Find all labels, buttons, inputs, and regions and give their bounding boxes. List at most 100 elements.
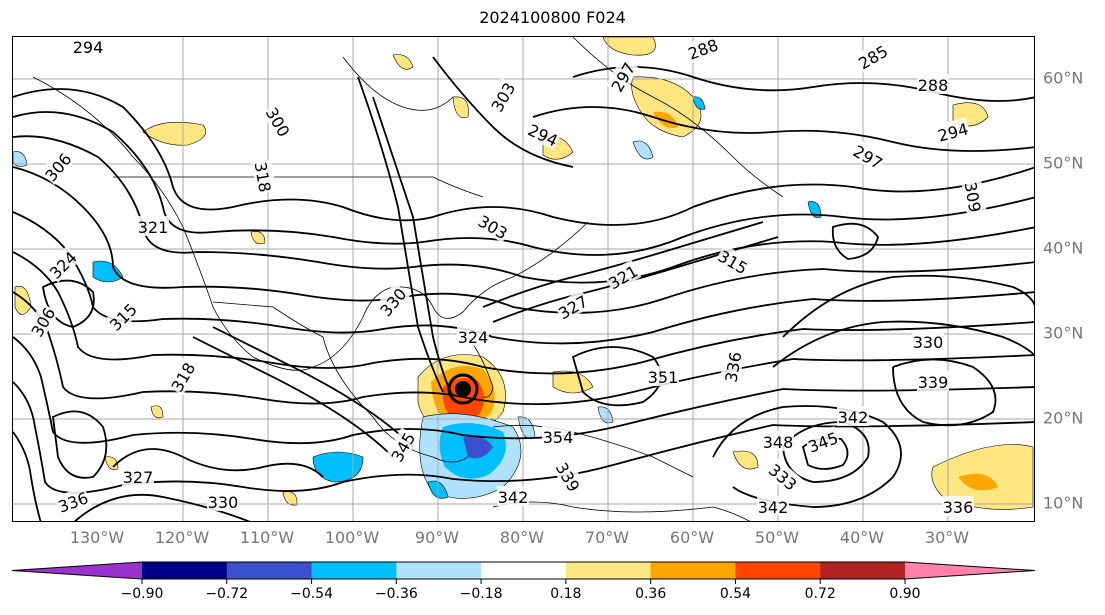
shade-neg-area [807,201,822,218]
contour-lines [13,56,1034,521]
coastline-hudson [342,56,454,111]
shade-neg-area [463,435,493,459]
contour-line [432,56,574,168]
map-panel: 294 288 297 285 288 294 303 294 300 297 306 309 303 3… [12,36,1035,522]
contour-line [372,96,454,398]
contour-label-background [43,245,81,283]
contour-label: 351 [648,368,679,387]
contour-line [13,135,1034,284]
contour-label: 294 [936,119,970,145]
colorbar-tick-label: −0.54 [290,586,333,602]
contour-line [831,222,879,260]
contour-label-background [497,486,529,506]
contour-label-background [684,37,722,63]
longitude-label: 40°W [839,528,885,547]
longitude-label: 110°W [239,528,295,547]
contour-label-background [262,102,296,141]
colorbar-segment [565,562,652,579]
shade-pos-area [150,405,164,419]
colorbar-segment [820,562,906,579]
contour-label-background [137,216,169,236]
hurricane-core [447,373,479,405]
contour-label: 288 [686,37,721,64]
contour-line [13,336,1034,445]
contour-line [192,336,394,458]
contour-label: 327 [123,468,154,487]
shade-pos-area [142,121,207,146]
coastline-caribbean [492,424,694,478]
contour-line [212,326,414,448]
contour-label: 342 [838,408,869,427]
contour-label-background [474,209,513,243]
shade-neg-area [597,406,614,424]
contour-line [892,358,997,427]
longitude-label: 60°W [669,528,715,547]
contour-label: 321 [138,218,169,237]
contour-label-background [917,74,949,94]
contour-label: 333 [765,460,801,494]
contour-label-background [912,331,944,351]
colorbar-tick-label: −0.90 [120,586,164,602]
contour-label-background [714,244,753,278]
contour-label: 336 [943,498,974,517]
contour-label-background [837,406,869,426]
hurricane-eyewall [447,373,479,405]
shade-pos-area [250,231,266,245]
contour-label-background [762,431,794,451]
contour-label: 345 [388,429,420,465]
longitude-label: 30°W [924,528,970,547]
contour-label-background [553,289,592,323]
contour-line [782,274,1034,338]
colorbar-segment [142,562,228,579]
contour-label-background [647,366,679,386]
colorbar-segment [735,562,821,579]
contour-label: 294 [73,38,104,57]
contour-label: 339 [918,373,949,392]
contour-line [357,76,444,393]
contour-label-background [757,496,789,516]
contour-label-background [457,326,489,346]
latitude-label: 50°N [1043,153,1084,173]
coastlines [32,37,784,521]
longitude-label: 100°W [324,528,380,547]
contour-label-background [54,486,92,516]
contour-label: 342 [758,498,789,517]
contour-label: 315 [106,300,141,335]
contour-line [572,66,1034,102]
colorbar-segment [481,562,567,579]
contour-label: 315 [715,247,751,279]
contour-label-background [849,139,888,173]
contour-label-background [39,147,76,186]
colorbar-tick-label: −0.18 [459,586,503,602]
contour-label-background [764,458,803,495]
latitude-label: 30°N [1043,323,1084,343]
shade-neg-area [92,260,124,283]
hurricane-eye [455,381,471,397]
contour-label: 300 [262,104,294,140]
contour-label-background [853,39,892,73]
contour-label: 297 [850,142,886,174]
shade-pos-area [602,37,656,56]
shade-neg-area [312,451,364,483]
border-us-mexico [212,301,324,338]
border-us-canada [113,176,484,198]
contour-line [712,405,902,508]
longitude-label: 90°W [414,528,460,547]
contour-label-background [103,297,141,335]
contour-line [782,421,870,483]
contour-line [13,211,1034,345]
contour-label-background [385,427,419,466]
colorbar-tick-label: 0.90 [889,586,921,602]
contour-label: 288 [918,76,949,95]
coastline-florida [467,336,494,398]
colorbar-segment [226,562,313,579]
colorbar-segment [311,562,397,579]
shade-neg-area [517,416,536,440]
contour-label-background [603,259,642,293]
contour-label: 330 [376,285,410,321]
colorbar-tick-label: 0.18 [550,586,582,602]
contour-label-background [374,282,411,321]
contour-line [532,106,1034,152]
contour-label: 348 [763,433,794,452]
shade-pos-area [631,76,702,138]
